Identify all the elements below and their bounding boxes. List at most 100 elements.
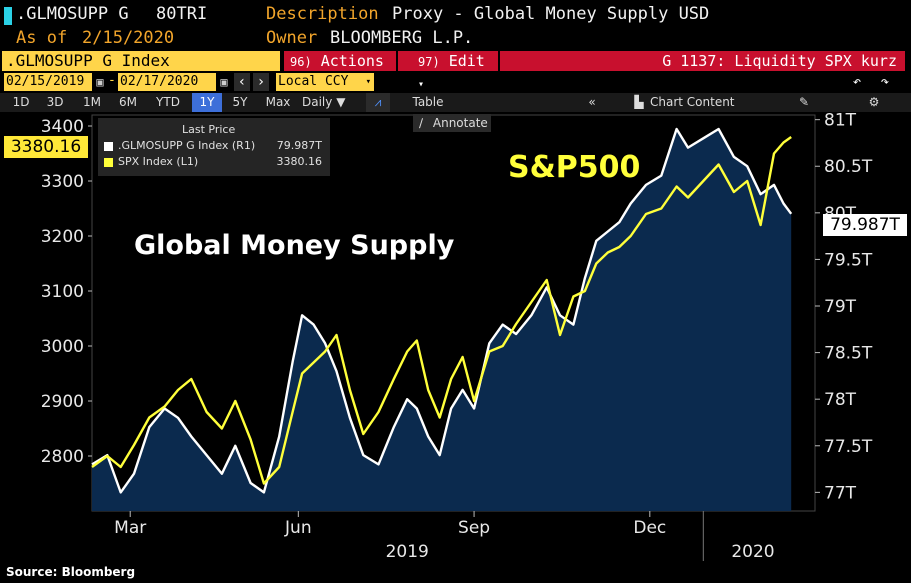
range-6m[interactable]: 6M [119,95,137,109]
left-axis-tick-label: 3100 [41,282,84,302]
ticker-label: .GLMOSUPP G [16,4,129,24]
left-axis-tick-label: 3400 [41,117,84,137]
x-axis-tick-label: Sep [458,518,490,538]
calendar-icon[interactable]: ▣ [217,73,231,91]
x-axis-tick-label: Mar [114,518,146,538]
right-axis-tick-label: 79T [824,297,857,317]
chart-title-bar: G 1137: Liquidity SPX kurz [500,51,905,71]
actions-num: 96) [290,55,312,69]
right-axis-tick-label: 77T [824,483,857,503]
x-axis-tick-label: Dec [633,518,666,538]
redo-icon[interactable]: ↷ [874,73,896,91]
owner-label: Owner [266,28,318,48]
right-axis-tick-label: 80.5T [824,157,873,177]
asof-label: As of [16,28,68,48]
collapse-icon[interactable]: « [588,95,596,109]
currency-select[interactable]: Local CCY ▾ [276,73,374,91]
calendar-icon[interactable]: ▣ [93,73,107,91]
pencil-icon: ∕ [419,116,424,130]
date-separator: - [108,73,116,88]
edit-pencil-icon[interactable]: ✎ [798,95,810,109]
gms-last-badge: 79.987T [823,214,907,236]
legend-name-gms: .GLMOSUPP G Index (R1) [118,139,256,152]
range-ytd[interactable]: YTD [156,95,180,109]
security-color-marker [4,7,12,25]
chevron-down-icon: ▼ [336,95,346,109]
undo-icon[interactable]: ↶ [846,73,868,91]
chart-area: 2800 2900 3000 3100 3200 3300 3400 77T 77.5T 78T… [0,112,911,563]
period-select[interactable]: Daily ▼ [302,93,360,112]
header-row-2: As of 2/15/2020 Owner BLOOMBERG L.P. [0,26,911,50]
right-axis-tick-label: 77.5T [824,437,873,457]
command-bar: .GLMOSUPP G Index 96) Actions ▾ 97) Edit… [0,51,911,90]
next-period-button[interactable]: › [253,73,269,91]
left-axis-tick-label: 2800 [41,447,84,467]
legend-name-spx: SPX Index (L1) [118,155,199,168]
spx-last-badge: 3380.16 [4,136,88,158]
period-value: Daily [302,95,333,109]
chart-title: G 1137: Liquidity SPX kurz [662,52,897,70]
gms-series-line [91,127,793,494]
legend-row-gms[interactable]: .GLMOSUPP G Index (R1) 79.987T [104,139,326,153]
range-3d[interactable]: 3D [46,95,64,109]
table-button[interactable]: Table [412,95,444,109]
gms-area [92,129,792,511]
chart-content-button[interactable]: Chart Content [650,95,735,109]
gms-area-fill [92,129,792,511]
x-axis-tick-label: Jun [284,518,312,538]
currency-value: Local CCY [278,74,349,89]
chart-content-icon: ▙ [634,95,644,109]
description-label: Description [266,4,379,24]
right-axis-tick-label: 79.5T [824,250,873,270]
legend-title: Last Price [182,123,236,136]
prev-period-button[interactable]: ‹ [234,73,250,91]
actions-menu[interactable]: 96) Actions ▾ [284,51,396,90]
right-axis-tick-label: 78T [824,390,857,410]
x-axis-year-label: 2020 [731,542,774,562]
right-axis-tick-label: 78.5T [824,344,873,364]
annotate-button[interactable]: ∕ Annotate [413,114,491,132]
date-row: 02/15/2019 ▣ - 02/17/2020 ▣ ‹ › Local CC… [0,72,911,92]
asof-value: 2/15/2020 [82,28,175,48]
legend-value-gms: 79.987T [276,139,322,152]
range-1d[interactable]: 1D [12,95,30,109]
edit-label: Edit [448,52,485,70]
range-1m[interactable]: 1M [83,95,101,109]
range-1y[interactable]: 1Y [192,93,222,112]
left-axis-tick-label: 3300 [41,172,84,192]
ticker-code: 80TRI [156,4,208,24]
legend: Last Price .GLMOSUPP G Index (R1) 79.987… [98,118,330,176]
left-axis-tick-label: 3000 [41,337,84,357]
security-input[interactable]: .GLMOSUPP G Index [2,51,280,71]
x-axis: Mar Jun Sep Dec 2019 2020 [114,511,775,562]
date-to-input[interactable]: 02/17/2020 [118,73,216,91]
range-max[interactable]: Max [265,95,291,109]
owner-value: BLOOMBERG L.P. [330,28,474,48]
right-axis-tick-label: 81T [824,112,857,131]
legend-row-spx[interactable]: SPX Index (L1) 3380.16 [104,155,326,169]
range-bar: 1D 3D 1M 6M YTD 1Y 5Y Max Daily ▼ ⩘ Tabl… [0,93,911,112]
source-label: Source: Bloomberg [6,565,136,579]
date-from-input[interactable]: 02/15/2019 [4,73,92,91]
left-axis: 2800 2900 3000 3100 3200 3300 3400 [41,117,92,467]
chevron-down-icon: ▾ [418,79,425,90]
edit-menu[interactable]: 97) Edit ▾ [398,51,498,90]
line-chart-icon[interactable]: ⩘ [366,93,390,112]
range-5y[interactable]: 5Y [232,95,248,109]
gms-overlay-label: Global Money Supply [134,230,455,261]
actions-label: Actions [320,52,384,70]
legend-value-spx: 3380.16 [276,155,323,168]
legend-swatch-spx [104,157,113,167]
spx-series-line [91,136,792,485]
series-lines [91,127,793,494]
left-axis-tick-label: 3200 [41,227,84,247]
x-axis-year-label: 2019 [386,542,429,562]
description-value: Proxy - Global Money Supply USD [392,4,710,24]
sp500-overlay-label: S&P500 [508,150,641,185]
annotate-label: Annotate [432,116,488,130]
gear-icon[interactable]: ⚙ [868,95,880,109]
chevron-down-icon: ▾ [365,77,371,87]
edit-num: 97) [418,55,440,69]
left-axis-tick-label: 2900 [41,392,84,412]
